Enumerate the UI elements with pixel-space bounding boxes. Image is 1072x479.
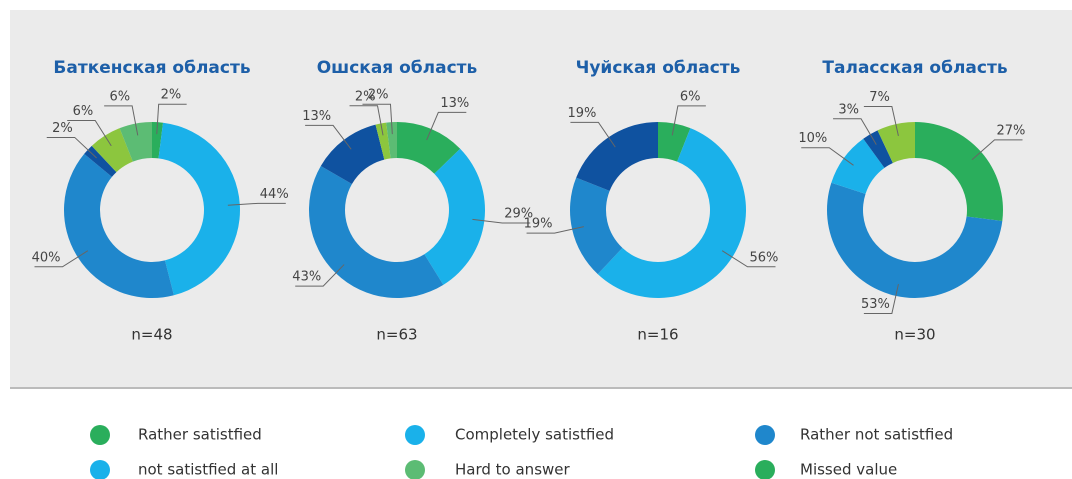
legend-label: Completely satistfied [455,426,614,444]
legend-label: Missed value [800,461,897,479]
leader-line [863,106,899,136]
pie-segment [375,122,391,160]
legend-swatch [755,460,775,479]
leader-line [472,218,531,224]
pie-segment [827,182,1003,298]
value-label: 19% [568,106,597,121]
legend-label: not satistfied at all [138,461,278,479]
leader-line [67,120,112,147]
panel [10,10,1072,388]
value-label: 13% [302,109,331,124]
pie-title: Чуйская область [576,58,741,78]
legend-label: Rather not satistfied [800,426,953,444]
value-label: 6% [680,89,701,104]
value-label: 44% [260,187,289,202]
value-label: 2% [355,89,376,104]
leader-line [671,105,706,136]
value-label: 13% [440,96,469,111]
legend-swatch [90,425,110,445]
legend-swatch [755,425,775,445]
leader-line [833,118,877,145]
value-label: 27% [997,123,1026,138]
leader-line [362,103,393,135]
pie-segment [658,122,691,162]
pie-segment [119,122,152,162]
legend-swatch [90,460,110,479]
value-label: 2% [52,121,73,136]
pie-segment [152,122,164,159]
n-label: n=16 [637,326,678,344]
pie-segment [570,177,623,275]
value-label: 29% [504,207,533,222]
value-label: 40% [32,250,61,265]
pie-segment [831,138,885,194]
legend-swatch [405,460,425,479]
leader-line [971,139,1023,161]
leader-line [305,124,352,150]
leader-line [156,103,187,135]
leader-line [295,264,345,287]
pie-segment [320,124,385,184]
value-label: 56% [749,250,778,265]
leader-line [34,250,89,268]
n-label: n=63 [376,326,417,344]
pie-segment [64,153,174,298]
value-label: 6% [73,104,94,119]
pie-segment [863,130,893,168]
value-label: 7% [869,90,890,105]
pie-segment [597,128,746,298]
leader-line [863,284,899,314]
value-label: 3% [838,102,859,117]
pie-segment [915,122,1003,222]
pie-segment [576,122,658,191]
legend-swatch [405,425,425,445]
leader-line [526,226,584,234]
pie-title: Таласская область [822,58,1007,78]
pie-segment [424,148,486,285]
pie-segment [397,122,461,174]
leader-line [46,136,97,159]
leader-line [721,250,776,268]
value-label: 2% [161,88,182,103]
pie-title: Ошская область [317,58,478,78]
n-label: n=30 [894,326,935,344]
leader-line [104,105,139,136]
legend-label: Rather satistfied [138,426,262,444]
value-label: 53% [861,297,890,312]
pie-title: Баткенская область [53,58,250,78]
pie-segment [877,121,915,163]
value-label: 6% [110,89,131,104]
pie-segment [386,122,397,159]
n-label: n=48 [131,326,172,344]
pie-segment [308,166,444,299]
leader-line [426,111,467,141]
leader-line [801,147,854,166]
leader-line [349,105,384,136]
value-label: 2% [368,88,389,103]
leader-line [227,202,286,206]
legend-label: Hard to answer [455,461,571,479]
pie-segment [91,128,133,173]
leader-line [570,121,616,148]
value-label: 43% [292,270,321,285]
value-label: 19% [524,217,553,232]
value-label: 10% [798,131,827,146]
pie-segment [158,122,240,296]
